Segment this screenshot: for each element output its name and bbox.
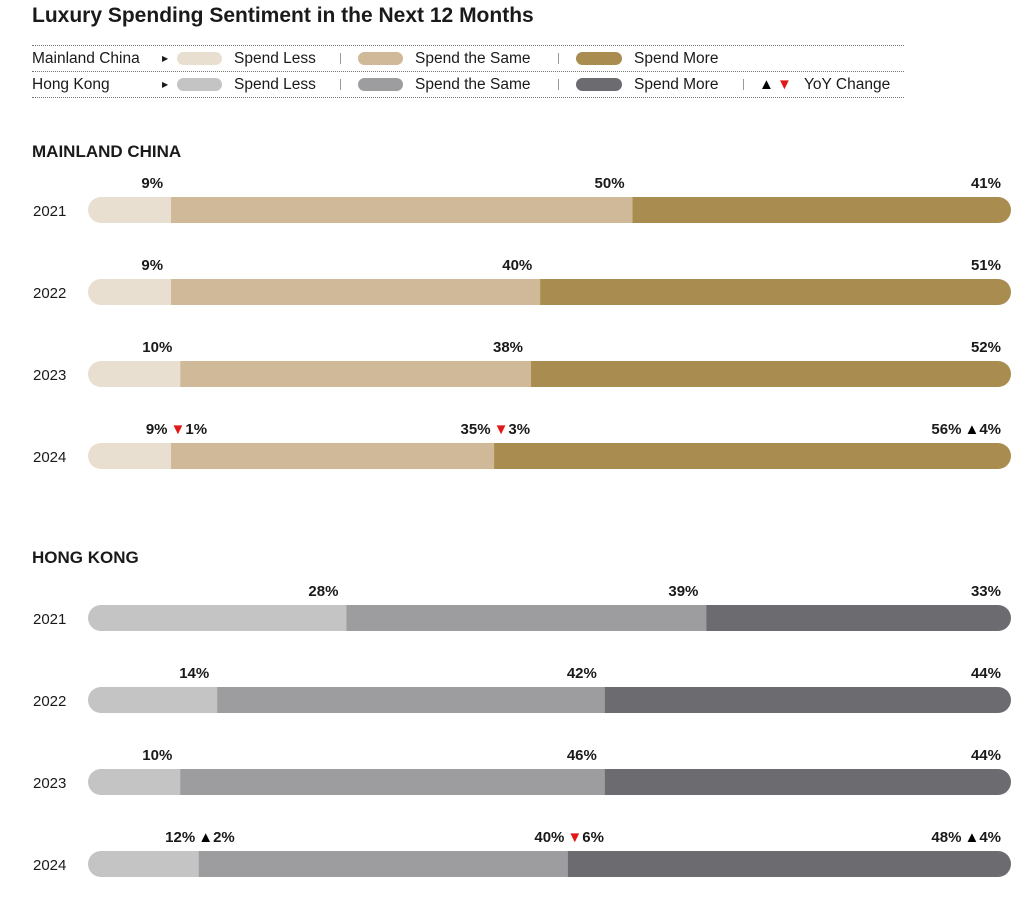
data-label: 9% — [141, 257, 163, 274]
legend-label-spend-more: Spend More — [634, 50, 719, 67]
stacked-bar — [88, 197, 1011, 223]
bar-spend-less — [88, 769, 181, 795]
data-label: 52% — [971, 339, 1001, 356]
legend-label-spend-less: Spend Less — [234, 76, 316, 93]
legend-swatch-spend-less — [177, 52, 222, 65]
legend-label-spend-same: Spend the Same — [415, 50, 531, 67]
data-label: 14% — [179, 665, 209, 682]
legend-label-spend-same: Spend the Same — [415, 76, 531, 93]
data-label: 33% — [971, 583, 1001, 600]
data-label: 41% — [971, 175, 1001, 192]
data-label: 9% — [141, 175, 163, 192]
stacked-bar — [88, 279, 1011, 305]
bar-spend-more — [567, 851, 1011, 877]
data-label: 12% ▲2% — [165, 829, 235, 846]
bar-spend-more — [604, 769, 1011, 795]
year-label: 2024 — [33, 449, 66, 466]
legend-swatch-spend-more — [576, 78, 622, 91]
year-label: 2021 — [33, 203, 66, 220]
bar-spend-the-same — [198, 851, 569, 877]
legend: Mainland China ▶ Spend Less Spend the Sa… — [32, 45, 904, 98]
data-label: 9% ▼1% — [146, 421, 207, 438]
data-label: 39% — [668, 583, 698, 600]
triangle-down-icon: ▼ — [777, 76, 792, 93]
data-label: 51% — [971, 257, 1001, 274]
arrow-right-icon: ▶ — [162, 54, 169, 63]
legend-label-yoy-change: YoY Change — [804, 76, 891, 93]
data-label: 40% — [502, 257, 532, 274]
bar-spend-more — [604, 687, 1011, 713]
legend-region-label: Hong Kong — [32, 76, 110, 93]
data-label: 44% — [971, 665, 1001, 682]
legend-row-mainland: Mainland China ▶ Spend Less Spend the Sa… — [32, 45, 904, 71]
legend-separator — [340, 79, 342, 90]
bar-spend-less — [88, 279, 172, 305]
bar-spend-the-same — [171, 443, 495, 469]
bar-spend-more — [494, 443, 1011, 469]
bar-spend-the-same — [171, 279, 541, 305]
legend-separator — [558, 79, 560, 90]
data-label: 10% — [142, 747, 172, 764]
stacked-bar — [88, 443, 1011, 469]
legend-swatch-spend-more — [576, 52, 622, 65]
bar-spend-more — [531, 361, 1011, 387]
legend-label-spend-less: Spend Less — [234, 50, 316, 67]
legend-swatch-spend-less — [177, 78, 222, 91]
bar-spend-less — [88, 443, 172, 469]
year-label: 2022 — [33, 285, 66, 302]
bar-spend-more — [632, 197, 1011, 223]
stacked-bar — [88, 851, 1011, 877]
bar-spend-more — [540, 279, 1011, 305]
legend-separator — [558, 53, 560, 64]
year-label: 2023 — [33, 367, 66, 384]
data-label: 38% — [493, 339, 523, 356]
bar-spend-the-same — [180, 361, 532, 387]
data-label: 10% — [142, 339, 172, 356]
data-label: 35% ▼3% — [461, 421, 531, 438]
triangle-up-icon: ▲ — [759, 76, 774, 93]
bar-spend-less — [88, 605, 347, 631]
bar-spend-more — [706, 605, 1011, 631]
arrow-right-icon: ▶ — [162, 80, 169, 89]
legend-separator — [340, 53, 342, 64]
data-label: 46% — [567, 747, 597, 764]
bar-spend-the-same — [346, 605, 707, 631]
bar-spend-the-same — [171, 197, 634, 223]
chart-mainland-china: 2021 9% 50% 41% 2022 9% 40% 51% 2023 10% 38% 52% 202… — [33, 175, 1011, 469]
data-label: 28% — [308, 583, 338, 600]
legend-label-spend-more: Spend More — [634, 76, 719, 93]
data-label: 50% — [595, 175, 625, 192]
year-label: 2021 — [33, 611, 66, 628]
legend-separator — [743, 79, 745, 90]
stacked-bar — [88, 687, 1011, 713]
bar-spend-less — [88, 851, 200, 877]
section-title-hongkong: HONG KONG — [32, 548, 139, 567]
bar-spend-the-same — [217, 687, 606, 713]
data-label: 48% ▲4% — [931, 829, 1001, 846]
year-label: 2022 — [33, 693, 66, 710]
legend-row-hongkong: Hong Kong ▶ Spend Less Spend the Same Sp… — [32, 71, 904, 98]
bar-spend-less — [88, 361, 181, 387]
bar-spend-the-same — [180, 769, 606, 795]
legend-region-label: Mainland China — [32, 50, 140, 67]
year-label: 2024 — [33, 857, 66, 874]
bar-spend-less — [88, 687, 218, 713]
data-label: 56% ▲4% — [931, 421, 1001, 438]
chart-title: Luxury Spending Sentiment in the Next 12… — [32, 4, 534, 27]
data-label: 40% ▼6% — [534, 829, 604, 846]
legend-swatch-spend-same — [358, 78, 403, 91]
data-label: 44% — [971, 747, 1001, 764]
year-label: 2023 — [33, 775, 66, 792]
stacked-bar — [88, 605, 1011, 631]
chart-hong-kong: 2021 28% 39% 33% 2022 14% 42% 44% 2023 10% 46% 44% 2… — [33, 583, 1011, 877]
stacked-bar — [88, 361, 1011, 387]
bar-spend-less — [88, 197, 172, 223]
stacked-bar — [88, 769, 1011, 795]
legend-swatch-spend-same — [358, 52, 403, 65]
section-title-mainland: MAINLAND CHINA — [32, 142, 182, 161]
data-label: 42% — [567, 665, 597, 682]
